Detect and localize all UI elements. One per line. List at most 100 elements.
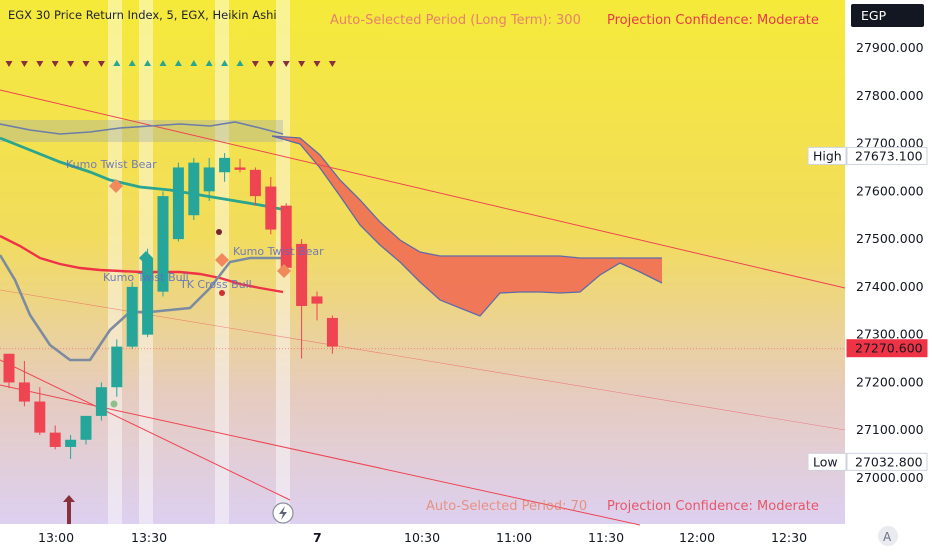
kumo-twist-marker — [277, 264, 291, 278]
price-tick-label: 27600.000 — [856, 183, 924, 198]
candle[interactable] — [280, 203, 292, 273]
ichimoku-annotation: TK Cross Bull — [179, 278, 252, 291]
signal-down-marker — [267, 61, 275, 67]
candle[interactable] — [311, 291, 323, 321]
candle-body — [203, 167, 215, 192]
signal-down-marker — [282, 61, 290, 67]
signal-down-marker — [82, 61, 90, 67]
price-tick-label: 27200.000 — [856, 374, 924, 389]
time-tick-label: 7 — [313, 530, 322, 545]
signal-down-marker — [328, 61, 336, 67]
time-axis-background — [0, 524, 932, 550]
signal-down-marker — [298, 61, 306, 67]
candle[interactable] — [234, 158, 246, 173]
period-info-top: Auto-Selected Period (Long Term): 300 — [330, 13, 581, 28]
signal-down-marker — [67, 61, 75, 67]
candle-body — [188, 162, 200, 216]
marker-value-box — [846, 339, 928, 358]
marker-value-text: 27673.100 — [855, 148, 923, 163]
price-marker-value[interactable]: 27032.800 — [846, 452, 928, 471]
price-tick-label: 27700.000 — [856, 136, 924, 151]
signal-up-marker — [190, 60, 198, 66]
candle[interactable] — [157, 191, 169, 297]
candle-body — [172, 167, 184, 240]
signal-down-marker — [5, 61, 13, 67]
candle[interactable] — [18, 360, 30, 407]
price-marker-value[interactable]: 27270.600 — [846, 339, 928, 358]
currency-tag-text: EGP — [861, 8, 887, 23]
candle[interactable] — [80, 415, 92, 445]
price-tick-label: 27900.000 — [856, 40, 924, 55]
time-axis[interactable]: 13:00 13:30 7 10:30 11:00 11:30 12:00 12:30 — [38, 530, 807, 545]
signal-down-marker — [51, 61, 59, 67]
candle-body — [126, 286, 138, 347]
candle-body — [142, 258, 154, 335]
tk-cross-dot — [219, 290, 225, 296]
alert-lightning-icon[interactable] — [272, 502, 294, 524]
senkou-span-b — [271, 135, 663, 317]
time-tick-label: 11:00 — [496, 530, 532, 545]
price-axis[interactable]: 27900.000 27800.000 27700.000 27600.000 2750… — [807, 40, 928, 485]
chikou-line — [0, 136, 287, 212]
candle-body — [3, 353, 15, 383]
marker-value-box — [846, 146, 928, 165]
price-tick-label: 27400.000 — [856, 279, 924, 294]
marker-value-text: 27032.800 — [855, 454, 923, 469]
price-tick-label: 27100.000 — [856, 422, 924, 437]
time-tick-label: 12:00 — [679, 530, 715, 545]
marker-label-text: Low — [813, 454, 838, 469]
candle-body — [157, 196, 169, 292]
kumo-twist-marker — [215, 253, 229, 267]
signal-up-marker — [128, 60, 136, 66]
confidence-info-top: Projection Confidence: Moderate — [607, 13, 819, 28]
candle[interactable] — [111, 339, 123, 397]
candle[interactable] — [203, 157, 215, 201]
ichimoku-annotation: Kumo Twist Bear — [66, 158, 157, 171]
candle[interactable] — [188, 157, 200, 220]
signal-up-marker — [174, 60, 182, 66]
signal-up-marker — [236, 60, 244, 66]
candle[interactable] — [65, 435, 77, 459]
candle[interactable] — [95, 382, 107, 421]
candles[interactable] — [3, 153, 338, 459]
time-tick-label: 12:30 — [771, 530, 807, 545]
marker-value-box — [846, 452, 928, 471]
channel-lower-short — [0, 359, 291, 501]
currency-tag[interactable] — [851, 4, 924, 27]
price-marker-label-high[interactable]: High — [807, 146, 847, 165]
chikou-dot — [110, 400, 118, 408]
candle-body — [80, 415, 92, 440]
price-marker-value[interactable]: 27673.100 — [846, 146, 928, 165]
signal-down-marker — [20, 61, 28, 67]
candle-body — [219, 157, 231, 173]
candle[interactable] — [219, 153, 231, 182]
time-tick-label: 11:30 — [588, 530, 624, 545]
channel-middle — [0, 289, 846, 431]
scale-mode-button[interactable]: A — [878, 526, 898, 546]
candle[interactable] — [249, 167, 261, 206]
candle-body — [18, 382, 30, 402]
marker-value-text: 27270.600 — [855, 341, 923, 356]
candle[interactable] — [126, 282, 138, 349]
candle-body — [49, 432, 61, 447]
candle[interactable] — [265, 177, 277, 235]
price-marker-label-low[interactable]: Low — [807, 452, 847, 471]
candle-body — [280, 205, 292, 268]
marker-label-text: High — [813, 148, 842, 163]
signal-up-marker — [144, 60, 152, 66]
candle-body — [326, 317, 338, 347]
candle[interactable] — [3, 353, 15, 389]
signal-down-marker — [36, 61, 44, 67]
ichimoku-cloud — [271, 135, 663, 317]
candle[interactable] — [49, 425, 61, 450]
tenkan-line — [0, 234, 284, 294]
candle[interactable] — [172, 162, 184, 242]
candle[interactable] — [296, 239, 308, 359]
candle-body — [296, 243, 308, 306]
candle[interactable] — [326, 315, 338, 354]
candle[interactable] — [34, 387, 46, 435]
marker-box — [807, 452, 847, 471]
